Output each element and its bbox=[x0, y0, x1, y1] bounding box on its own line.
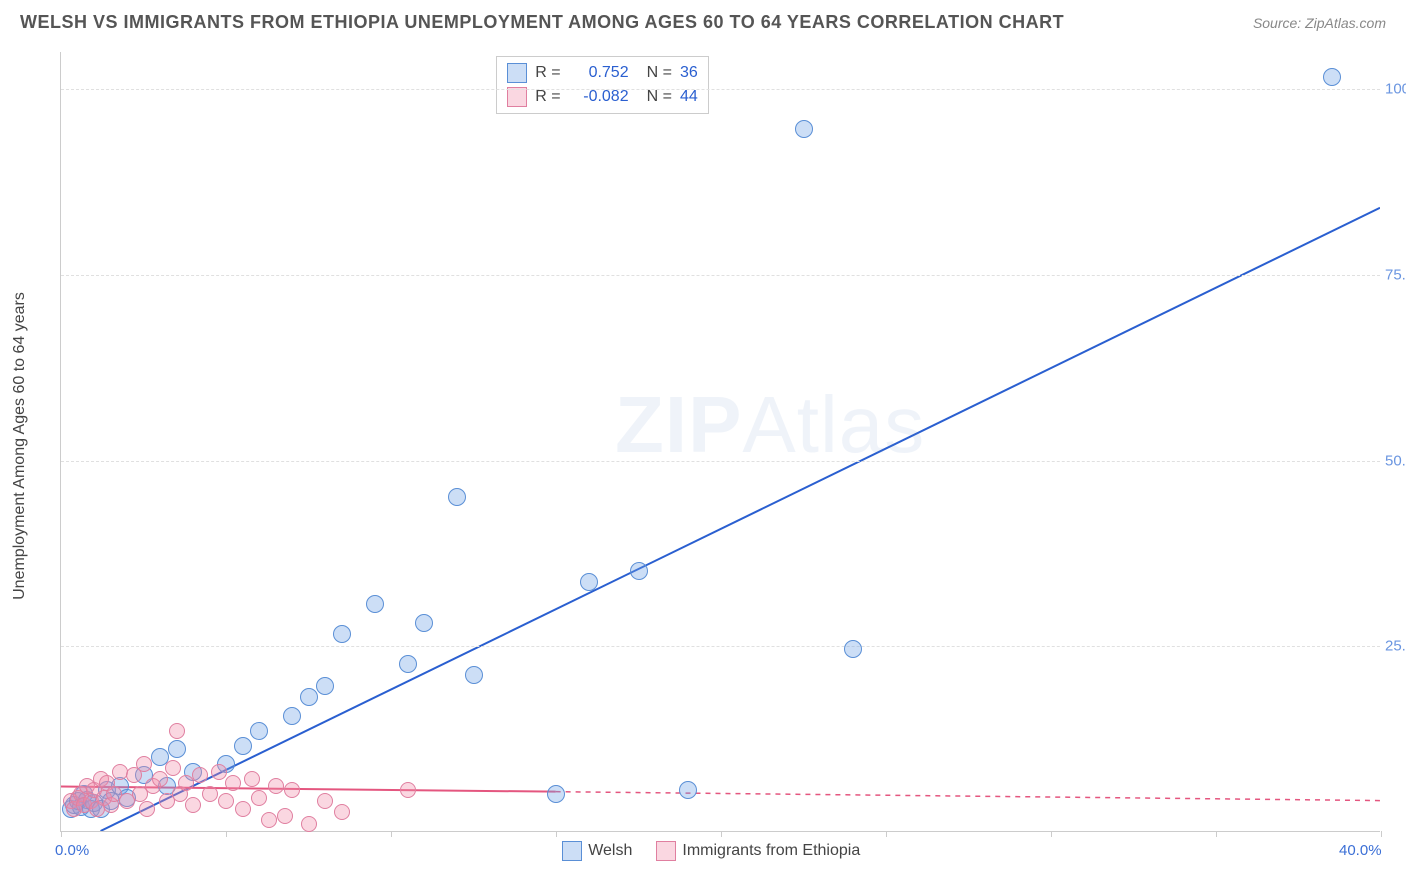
series-legend-item-welsh: Welsh bbox=[562, 841, 632, 861]
chart-title: WELSH VS IMMIGRANTS FROM ETHIOPIA UNEMPL… bbox=[20, 12, 1064, 33]
data-point-welsh bbox=[366, 595, 384, 613]
data-point-welsh bbox=[168, 740, 186, 758]
data-point-welsh bbox=[844, 640, 862, 658]
data-point-welsh bbox=[465, 666, 483, 684]
data-point-welsh bbox=[250, 722, 268, 740]
data-point-ethiopia bbox=[169, 723, 185, 739]
y-tick-label: 75.0% bbox=[1385, 266, 1406, 283]
data-point-ethiopia bbox=[251, 790, 267, 806]
data-point-ethiopia bbox=[261, 812, 277, 828]
data-point-ethiopia bbox=[192, 767, 208, 783]
series-legend-label: Immigrants from Ethiopia bbox=[682, 842, 860, 860]
data-point-welsh bbox=[1323, 68, 1341, 86]
correlation-legend: R = 0.752 N = 36 R = -0.082 N = 44 bbox=[496, 56, 708, 114]
data-point-ethiopia bbox=[152, 771, 168, 787]
legend-swatch bbox=[507, 63, 527, 83]
legend-r-label: R = bbox=[535, 88, 560, 106]
data-point-ethiopia bbox=[301, 816, 317, 832]
chart-header: WELSH VS IMMIGRANTS FROM ETHIOPIA UNEMPL… bbox=[20, 12, 1386, 33]
data-point-welsh bbox=[547, 785, 565, 803]
series-legend: Welsh Immigrants from Ethiopia bbox=[562, 841, 860, 861]
data-point-ethiopia bbox=[185, 797, 201, 813]
y-tick-label: 100.0% bbox=[1385, 81, 1406, 98]
data-point-welsh bbox=[630, 562, 648, 580]
x-tick bbox=[721, 831, 722, 837]
data-point-ethiopia bbox=[235, 801, 251, 817]
series-legend-label: Welsh bbox=[588, 842, 632, 860]
x-tick bbox=[391, 831, 392, 837]
legend-r-value: 0.752 bbox=[569, 64, 629, 82]
data-point-ethiopia bbox=[334, 804, 350, 820]
gridline bbox=[61, 646, 1380, 647]
plot-area: ZIPAtlas R =0.752N =36R =-0.082N =44 Wel… bbox=[60, 52, 1380, 832]
x-tick bbox=[1051, 831, 1052, 837]
data-point-welsh bbox=[234, 737, 252, 755]
gridline bbox=[61, 275, 1380, 276]
x-tick bbox=[226, 831, 227, 837]
data-point-welsh bbox=[448, 488, 466, 506]
data-point-welsh bbox=[679, 781, 697, 799]
legend-row-welsh: R = 0.752 N = 36 bbox=[507, 61, 697, 85]
legend-swatch bbox=[656, 841, 676, 861]
data-point-ethiopia bbox=[225, 775, 241, 791]
data-point-welsh bbox=[580, 573, 598, 591]
data-point-welsh bbox=[415, 614, 433, 632]
watermark-bold: ZIP bbox=[615, 380, 742, 469]
data-point-ethiopia bbox=[165, 760, 181, 776]
x-tick bbox=[1381, 831, 1382, 837]
data-point-ethiopia bbox=[136, 756, 152, 772]
data-point-ethiopia bbox=[244, 771, 260, 787]
gridline bbox=[61, 89, 1380, 90]
y-tick-label: 25.0% bbox=[1385, 638, 1406, 655]
data-point-ethiopia bbox=[284, 782, 300, 798]
data-point-ethiopia bbox=[202, 786, 218, 802]
legend-r-value: -0.082 bbox=[569, 88, 629, 106]
data-point-ethiopia bbox=[139, 801, 155, 817]
x-tick bbox=[886, 831, 887, 837]
legend-n-value: 36 bbox=[680, 64, 698, 82]
data-point-ethiopia bbox=[211, 764, 227, 780]
source-attribution: Source: ZipAtlas.com bbox=[1253, 15, 1386, 31]
x-tick-label: 0.0% bbox=[55, 842, 89, 859]
legend-swatch bbox=[562, 841, 582, 861]
data-point-welsh bbox=[316, 677, 334, 695]
trend-lines-layer bbox=[61, 52, 1380, 831]
gridline bbox=[61, 461, 1380, 462]
data-point-welsh bbox=[399, 655, 417, 673]
x-tick-label: 40.0% bbox=[1339, 842, 1382, 859]
legend-r-label: R = bbox=[535, 64, 560, 82]
series-legend-item-ethiopia: Immigrants from Ethiopia bbox=[656, 841, 860, 861]
x-tick bbox=[61, 831, 62, 837]
data-point-welsh bbox=[300, 688, 318, 706]
x-tick bbox=[1216, 831, 1217, 837]
watermark-light: Atlas bbox=[742, 380, 925, 469]
data-point-welsh bbox=[795, 120, 813, 138]
y-axis-label: Unemployment Among Ages 60 to 64 years bbox=[11, 292, 29, 600]
watermark: ZIPAtlas bbox=[615, 379, 925, 471]
data-point-ethiopia bbox=[400, 782, 416, 798]
x-tick bbox=[556, 831, 557, 837]
y-tick-label: 50.0% bbox=[1385, 452, 1406, 469]
data-point-ethiopia bbox=[218, 793, 234, 809]
data-point-ethiopia bbox=[317, 793, 333, 809]
data-point-ethiopia bbox=[268, 778, 284, 794]
legend-n-label: N = bbox=[647, 88, 672, 106]
data-point-welsh bbox=[283, 707, 301, 725]
data-point-ethiopia bbox=[277, 808, 293, 824]
data-point-welsh bbox=[333, 625, 351, 643]
legend-n-value: 44 bbox=[680, 88, 698, 106]
legend-n-label: N = bbox=[647, 64, 672, 82]
trend-line bbox=[101, 208, 1380, 831]
